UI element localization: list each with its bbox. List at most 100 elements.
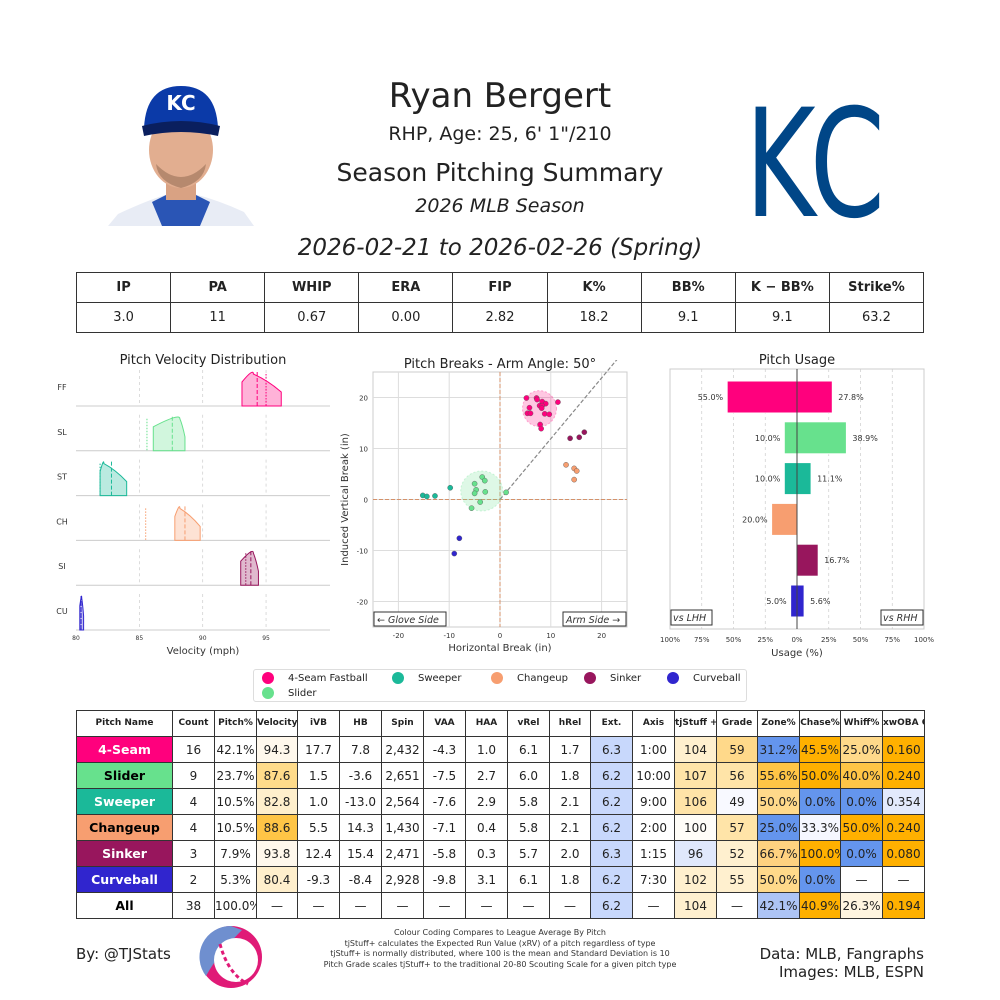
stat-value: 18.2	[546, 302, 642, 333]
season-stats-table: IP PA WHIP ERA FIP K% BB% K − BB% Strike% 3.0 11 0…	[75, 272, 925, 333]
table-cell: 4	[172, 814, 215, 841]
table-cell: 50.0%	[757, 866, 800, 893]
table-cell: —	[297, 892, 340, 919]
y-tick-label: 0	[364, 497, 368, 505]
pitch-point-CU	[451, 550, 458, 557]
table-cell: 0.0%	[840, 788, 883, 815]
table-cell: 1.8	[549, 866, 591, 893]
x-tick-label: 75%	[694, 636, 710, 644]
break-chart-title: Pitch Breaks - Arm Angle: 50°	[403, 357, 597, 372]
pitch-name-cell: Sinker	[76, 840, 173, 867]
bar-label-lhh: 55.0%	[698, 393, 724, 402]
table-cell: 0.354	[882, 788, 925, 815]
stat-header: PA	[170, 272, 266, 303]
table-cell: 1.8	[549, 762, 591, 789]
x-tick-label: 10	[546, 632, 555, 640]
column-header: Ext.	[590, 710, 633, 737]
table-cell: 6.2	[590, 866, 633, 893]
pitch-break-chart: -20 -20 -10 -10 0 0 10 10 20 20 ← Glove Side Arm Si…	[340, 360, 628, 654]
lhh-label: vs LHH	[673, 613, 706, 624]
table-cell: —	[632, 892, 675, 919]
pitch-point-SI	[576, 434, 583, 441]
pitch-point-SL	[481, 477, 488, 484]
table-cell: 0.194	[882, 892, 925, 919]
pitch-point-CH	[571, 476, 577, 483]
table-cell: 9	[172, 762, 215, 789]
pitch-name-cell: 4-Seam	[76, 736, 173, 763]
stat-value: 0.67	[264, 302, 360, 333]
table-cell: 2.1	[549, 788, 591, 815]
x-tick-label: 80	[72, 635, 80, 642]
table-cell: 96	[674, 840, 717, 867]
rhh-label: vs RHH	[883, 613, 917, 624]
row-label: CH	[56, 517, 68, 526]
table-row: Sinker 3 7.9% 93.8 12.4 15.4 2,471 -5.8 0.3 5.7 2.…	[76, 840, 925, 867]
table-cell: -5.8	[423, 840, 466, 867]
stat-header: BB%	[640, 272, 736, 303]
legend-marker-icon	[584, 672, 596, 684]
table-cell: 1.0	[297, 788, 340, 815]
table-cell: —	[256, 892, 298, 919]
table-cell: 0.240	[882, 814, 925, 841]
arm-angle-line	[499, 360, 618, 500]
tjstats-logo	[199, 925, 262, 988]
row-label: CU	[56, 607, 68, 616]
table-cell: 7.9%	[214, 840, 257, 867]
bar-lhh-CU	[790, 584, 798, 618]
stat-header: K%	[546, 272, 642, 303]
pitch-legend: 4-Seam Fastball Sweeper Changeup Sinker Curv…	[253, 669, 747, 702]
table-cell: 100.0%	[799, 840, 841, 867]
pitch-point-FF	[538, 405, 545, 412]
column-header: Axis	[632, 710, 675, 737]
table-cell: 3	[172, 840, 215, 867]
legend-label: 4-Seam Fastball	[288, 672, 368, 684]
table-row: Sweeper 4 10.5% 82.8 1.0 -13.0 2,564 -7.6 2.9 5.8…	[76, 788, 925, 815]
x-tick-label: -20	[393, 632, 404, 640]
x-axis-label: Horizontal Break (in)	[448, 643, 551, 654]
table-cell: 2.7	[465, 762, 508, 789]
table-cell: 31.2%	[757, 736, 800, 763]
table-cell: 23.7%	[214, 762, 257, 789]
legend-item-CH: Changeup	[491, 672, 568, 684]
pitch-point-ST	[432, 493, 438, 499]
stat-value: 3.0	[75, 302, 172, 333]
table-cell: 17.7	[297, 736, 340, 763]
legend-item-SL: Slider	[262, 687, 317, 699]
svg-text:KC: KC	[745, 78, 885, 228]
column-header: iVB	[297, 710, 340, 737]
table-row: Changeup 4 10.5% 88.6 5.5 14.3 1,430 -7.1 0.4 5.8…	[76, 814, 925, 841]
table-cell: 42.1%	[214, 736, 257, 763]
y-tick-label: 20	[359, 395, 368, 403]
table-cell: —	[840, 866, 883, 893]
table-cell: 1,430	[381, 814, 424, 841]
pitch-point-ST	[447, 484, 454, 491]
glove-side-label: ← Glove Side	[377, 615, 439, 626]
table-cell: 1.0	[465, 736, 508, 763]
x-tick-label: 100%	[660, 636, 680, 644]
table-cell: 6.2	[590, 762, 633, 789]
table-cell: 2,651	[381, 762, 424, 789]
stat-value: 11	[170, 302, 266, 333]
pitch-point-ST	[424, 493, 430, 500]
pitch-point-SL	[503, 489, 509, 496]
table-cell: 45.5%	[799, 736, 841, 763]
row-label: SL	[57, 428, 67, 437]
table-cell: 6.0	[507, 762, 550, 789]
lhh-box	[670, 609, 713, 626]
pitch-name-cell: Curveball	[76, 866, 173, 893]
table-cell: 66.7%	[757, 840, 800, 867]
player-bio: RHP, Age: 25, 6' 1"/210	[388, 123, 612, 145]
table-cell: 7:30	[632, 866, 675, 893]
pitch-point-FF	[523, 395, 530, 401]
table-cell: 1.7	[549, 736, 591, 763]
table-cell: 5.3%	[214, 866, 257, 893]
table-cell: —	[423, 892, 466, 919]
x-tick-label: 75%	[884, 636, 900, 644]
x-tick-label: 85	[136, 635, 144, 642]
cluster-ellipse-SL	[460, 470, 504, 512]
table-cell: 2	[172, 866, 215, 893]
table-cell: 25.0%	[757, 814, 800, 841]
legend-marker-icon	[667, 672, 679, 684]
table-cell: 33.3%	[799, 814, 841, 841]
table-cell: 10:00	[632, 762, 675, 789]
